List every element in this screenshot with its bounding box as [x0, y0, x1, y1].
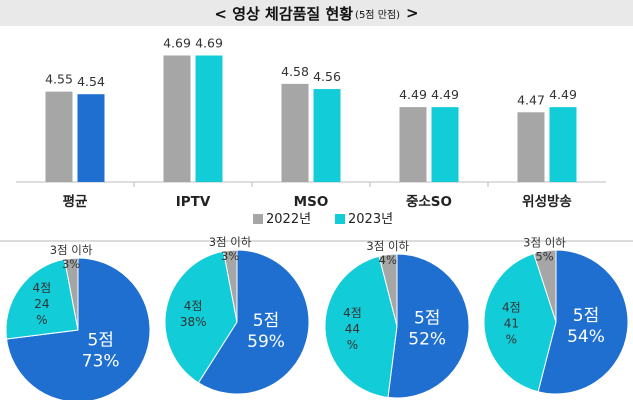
bar-2023: [313, 89, 341, 182]
pie-label-text: 3점 이하: [523, 235, 566, 249]
pie-label-text: 5점: [414, 308, 440, 328]
bar-value-label: 4.49: [549, 87, 577, 102]
pie-slice: [483, 252, 557, 393]
pie-slice: [197, 249, 310, 395]
pie-label-text: 44: [345, 322, 360, 336]
bar-value-label: 4.58: [281, 64, 309, 79]
pie-slice-label: 3점 이하5%: [523, 235, 566, 263]
chart-title-close: >: [406, 4, 419, 22]
pie-label-text: %: [506, 333, 517, 347]
pie-label-text: 59%: [247, 332, 285, 352]
bar-2022: [399, 107, 427, 182]
pie-slice: [387, 253, 470, 399]
pie-label-text: 4점: [33, 281, 52, 295]
x-tick-label: IPTV: [176, 194, 211, 210]
bar-value-label: 4.49: [431, 87, 459, 102]
pie-slice-label: 3점 이하4%: [366, 239, 409, 267]
bar-value-label: 4.47: [517, 92, 545, 107]
pie-slice: [63, 257, 79, 331]
legend-label: 2023년: [348, 212, 393, 227]
bar-2022: [281, 83, 309, 182]
chart-title: < 영상 체감품질 현황: [214, 4, 354, 23]
pie-slice: [537, 249, 629, 395]
legend: 2022년 2023년: [253, 212, 393, 227]
x-tick-label: 위성방송: [522, 193, 572, 210]
pie-label-text: 24: [34, 297, 49, 311]
pie-label-text: 4점: [502, 301, 521, 315]
bar-value-label: 4.54: [77, 74, 105, 89]
pie-slice: [533, 249, 557, 323]
pie-label-text: 73%: [82, 351, 120, 371]
bar-chart: 4.55 4.54 평균 4.69 4.69 IPTV 4.58 4.56 MSO 4.49 4.4…: [16, 35, 606, 227]
pie-label-text: 38%: [180, 315, 207, 329]
pie-slice-label: 4점 41%: [502, 301, 521, 347]
pie-slice: [5, 258, 79, 340]
pie-label-text: 52%: [408, 329, 446, 349]
pie-label-text: 3%: [221, 249, 239, 263]
pie-label-text: 3점 이하: [209, 235, 252, 249]
pie-label-text: 4점: [184, 299, 203, 313]
x-tick-label: 중소SO: [406, 194, 452, 210]
pie-label-text: 5점: [87, 330, 113, 350]
pie-slice: [222, 249, 238, 323]
pie-label-text: 5점: [253, 311, 279, 331]
pie-slice: [378, 253, 398, 327]
bar-2023: [549, 107, 577, 182]
bar-value-label: 4.55: [45, 72, 73, 87]
pie-label-text: 54%: [567, 327, 605, 347]
pie-label-text: 3%: [62, 257, 80, 271]
pie-slice: [164, 250, 238, 384]
pie-label-text: 5%: [535, 249, 553, 263]
pie-label-text: %: [36, 313, 47, 327]
bar-value-label: 4.56: [313, 69, 341, 84]
pie-label-text: %: [347, 338, 358, 352]
legend-label: 2022년: [266, 212, 311, 227]
pie-label-text: 41: [504, 317, 519, 331]
bar-2022: [517, 112, 545, 182]
legend-swatch: [253, 214, 263, 224]
pie-label-text: 4%: [379, 253, 397, 267]
bar-2023: [195, 55, 223, 183]
bar-2023: [77, 94, 105, 182]
legend-swatch: [335, 214, 345, 224]
bar-2022: [45, 91, 73, 182]
x-tick-label: MSO: [294, 194, 329, 210]
title-bar: < 영상 체감품질 현황 (5점 만점) >: [0, 0, 633, 26]
bar-value-label: 4.69: [163, 35, 191, 50]
pie-slice-label: 3점 이하3%: [209, 235, 252, 263]
pie-slice-label: 4점 24%: [33, 281, 52, 327]
pie-label-text: 3점 이하: [50, 243, 93, 257]
chart-title-note: (5점 만점): [355, 9, 400, 21]
pie-slice-label: 4점 44%: [343, 306, 362, 352]
pie-label-text: 4점: [343, 306, 362, 320]
bar-value-label: 4.49: [399, 87, 427, 102]
pie-slice: [324, 255, 398, 398]
x-tick-label: 평균: [63, 193, 88, 210]
bar-2023: [431, 107, 459, 182]
pie-slice-label: 3점 이하3%: [50, 243, 93, 271]
bar-value-label: 4.69: [195, 35, 223, 50]
pie-label-text: 5점: [573, 306, 599, 326]
pie-label-text: 3점 이하: [366, 239, 409, 253]
bar-2022: [163, 55, 191, 183]
